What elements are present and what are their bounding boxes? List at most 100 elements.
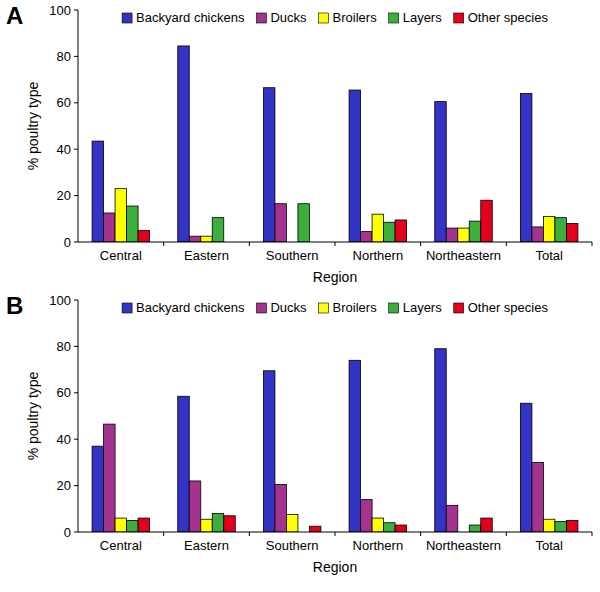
bar xyxy=(298,204,310,242)
y-tick-label: 40 xyxy=(57,142,71,157)
legend-label: Ducks xyxy=(270,10,307,25)
x-tick xyxy=(506,532,507,536)
bar xyxy=(201,519,213,532)
x-tick xyxy=(592,242,593,246)
panel: A020406080100CentralEasternSouthernNorth… xyxy=(6,2,592,285)
legend-entry: Layers xyxy=(389,300,443,315)
bar xyxy=(115,189,127,242)
bar xyxy=(92,141,104,242)
x-tick-label: Northern xyxy=(353,538,404,553)
legend-swatch xyxy=(454,303,464,313)
bar xyxy=(189,236,201,242)
bar xyxy=(469,221,481,242)
bar xyxy=(104,213,116,242)
bar xyxy=(555,522,567,532)
x-axis-label: Region xyxy=(313,269,357,285)
y-tick-label: 80 xyxy=(57,49,71,64)
bar xyxy=(532,462,544,532)
y-tick xyxy=(74,485,78,486)
bar xyxy=(92,446,104,532)
x-tick xyxy=(420,242,421,246)
legend-entry: Layers xyxy=(389,10,443,25)
bar xyxy=(263,371,275,532)
legend-label: Other species xyxy=(468,10,549,25)
y-tick xyxy=(74,56,78,57)
x-tick xyxy=(335,532,336,536)
bar xyxy=(189,481,201,532)
bar xyxy=(372,214,384,242)
x-tick-label: Eastern xyxy=(184,248,229,263)
bar xyxy=(178,396,190,532)
bar xyxy=(104,424,116,532)
legend-swatch xyxy=(256,303,266,313)
bar xyxy=(446,505,458,532)
y-tick xyxy=(74,532,78,533)
bar xyxy=(201,236,213,242)
bar xyxy=(481,200,493,242)
panel: B020406080100CentralEasternSouthernNorth… xyxy=(6,292,592,575)
bar xyxy=(395,525,407,532)
y-tick xyxy=(74,300,78,301)
y-tick xyxy=(74,149,78,150)
y-tick-label: 60 xyxy=(57,385,71,400)
bar xyxy=(138,518,150,532)
figure: A020406080100CentralEasternSouthernNorth… xyxy=(0,0,600,592)
x-tick xyxy=(249,242,250,246)
legend-swatch xyxy=(256,13,266,23)
bar xyxy=(224,516,236,532)
y-tick xyxy=(74,10,78,11)
x-tick-label: Central xyxy=(100,538,142,553)
bar xyxy=(384,222,396,242)
x-axis-label: Region xyxy=(313,559,357,575)
panel-label: B xyxy=(6,292,23,319)
bar xyxy=(349,90,361,242)
bar xyxy=(481,518,493,532)
y-tick-label: 80 xyxy=(57,339,71,354)
bar xyxy=(566,223,578,242)
legend-swatch xyxy=(122,13,132,23)
bar xyxy=(543,216,555,242)
bar xyxy=(435,102,447,242)
bar xyxy=(115,518,127,532)
legend-swatch xyxy=(319,13,329,23)
legend-label: Broilers xyxy=(333,300,378,315)
legend-entry: Other species xyxy=(454,10,549,25)
bars xyxy=(92,46,578,242)
bar xyxy=(384,523,396,532)
y-tick-label: 100 xyxy=(49,293,71,308)
legend-label: Backyard chickens xyxy=(136,300,245,315)
legend-entry: Ducks xyxy=(256,300,307,315)
bar xyxy=(361,232,373,242)
bar xyxy=(275,204,287,242)
bar xyxy=(543,519,555,532)
bar xyxy=(212,513,224,532)
x-tick xyxy=(249,532,250,536)
bar xyxy=(469,525,481,532)
bar xyxy=(212,218,224,242)
y-tick-label: 40 xyxy=(57,432,71,447)
legend-entry: Broilers xyxy=(319,300,378,315)
legend-label: Layers xyxy=(403,10,443,25)
y-axis xyxy=(78,10,79,242)
y-axis-label: % poultry type xyxy=(25,371,41,460)
y-tick xyxy=(74,102,78,103)
x-tick-label: Central xyxy=(100,248,142,263)
bar xyxy=(127,206,139,242)
legend-label: Ducks xyxy=(270,300,307,315)
legend-swatch xyxy=(454,13,464,23)
x-tick-label: Southern xyxy=(266,538,319,553)
legend-entry: Broilers xyxy=(319,10,378,25)
legend-swatch xyxy=(122,303,132,313)
y-axis xyxy=(78,300,79,532)
y-tick-label: 0 xyxy=(64,235,71,250)
legend-entry: Ducks xyxy=(256,10,307,25)
y-tick xyxy=(74,346,78,347)
legend: Backyard chickensDucksBroilersLayersOthe… xyxy=(122,300,548,315)
bar xyxy=(532,227,544,242)
bar xyxy=(286,515,298,532)
y-tick xyxy=(74,242,78,243)
bar xyxy=(555,218,567,242)
legend-label: Layers xyxy=(403,300,443,315)
y-tick-label: 100 xyxy=(49,3,71,18)
bar xyxy=(361,500,373,532)
